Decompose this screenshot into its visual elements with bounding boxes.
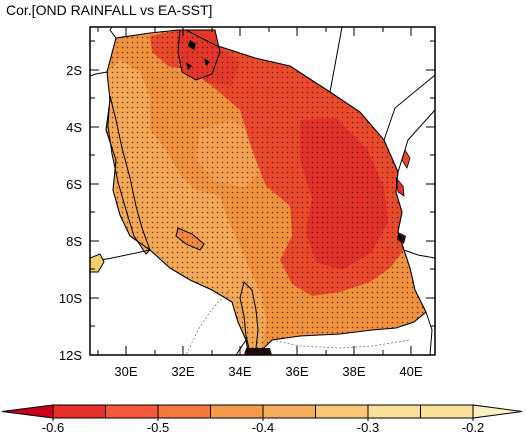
y-tick-label: 6S [66,177,82,192]
colorbar-segment [262,404,316,419]
x-tick-label: 38E [342,364,365,379]
map-title: Cor.[OND RAINFALL vs EA-SST] [6,2,213,18]
colorbar-segment [315,404,369,419]
country-border-lines [90,27,435,355]
x-tick-label: 30E [114,364,137,379]
colorbar-segment [420,404,474,419]
significance-stippling [106,30,426,352]
tanzania-outline [105,29,427,353]
lake-victoria-islands [186,40,210,70]
colorbar-label: -0.2 [462,420,484,435]
zanzibar-island [395,176,405,197]
southwest-neighbor-patch [90,253,105,273]
y-tick-label: 12S [59,348,82,363]
colorbar-segments [1,404,523,419]
x-tick-label: 36E [285,364,308,379]
colorbar-label: -0.3 [357,420,379,435]
colorbar-label: -0.6 [42,420,64,435]
colorbar-segment [52,404,106,419]
colorbar-ticks [52,418,474,421]
colorbar-left-arrow [1,404,54,419]
x-tick-labels: 30E 32E 34E 36E 38E 40E [114,364,422,379]
map-frame [89,26,436,356]
colorbar-label: -0.4 [252,420,274,435]
colorbar-segment [367,404,421,419]
colorbar-right-arrow [472,404,523,419]
mozambique-border-dashed [271,339,411,349]
y-tick-label: 2S [66,63,82,78]
colorbar-segment [210,404,264,419]
y-tick-label: 10S [59,291,82,306]
colorbar-label: -0.5 [147,420,169,435]
colorbar-segment [157,404,211,419]
x-tick-label: 32E [171,364,194,379]
colorbar: -0.6 -0.5 -0.4 -0.3 -0.2 [1,404,523,435]
y-tick-label: 4S [66,120,82,135]
y-axis-ticks [90,40,435,327]
x-tick-label: 40E [399,364,422,379]
map-plot-area [90,27,435,355]
x-axis-ticks [97,27,412,355]
colorbar-segment [105,404,159,419]
y-tick-label: 8S [66,234,82,249]
x-tick-label: 34E [228,364,251,379]
y-tick-labels: 2S 4S 6S 8S 10S 12S [59,63,82,363]
